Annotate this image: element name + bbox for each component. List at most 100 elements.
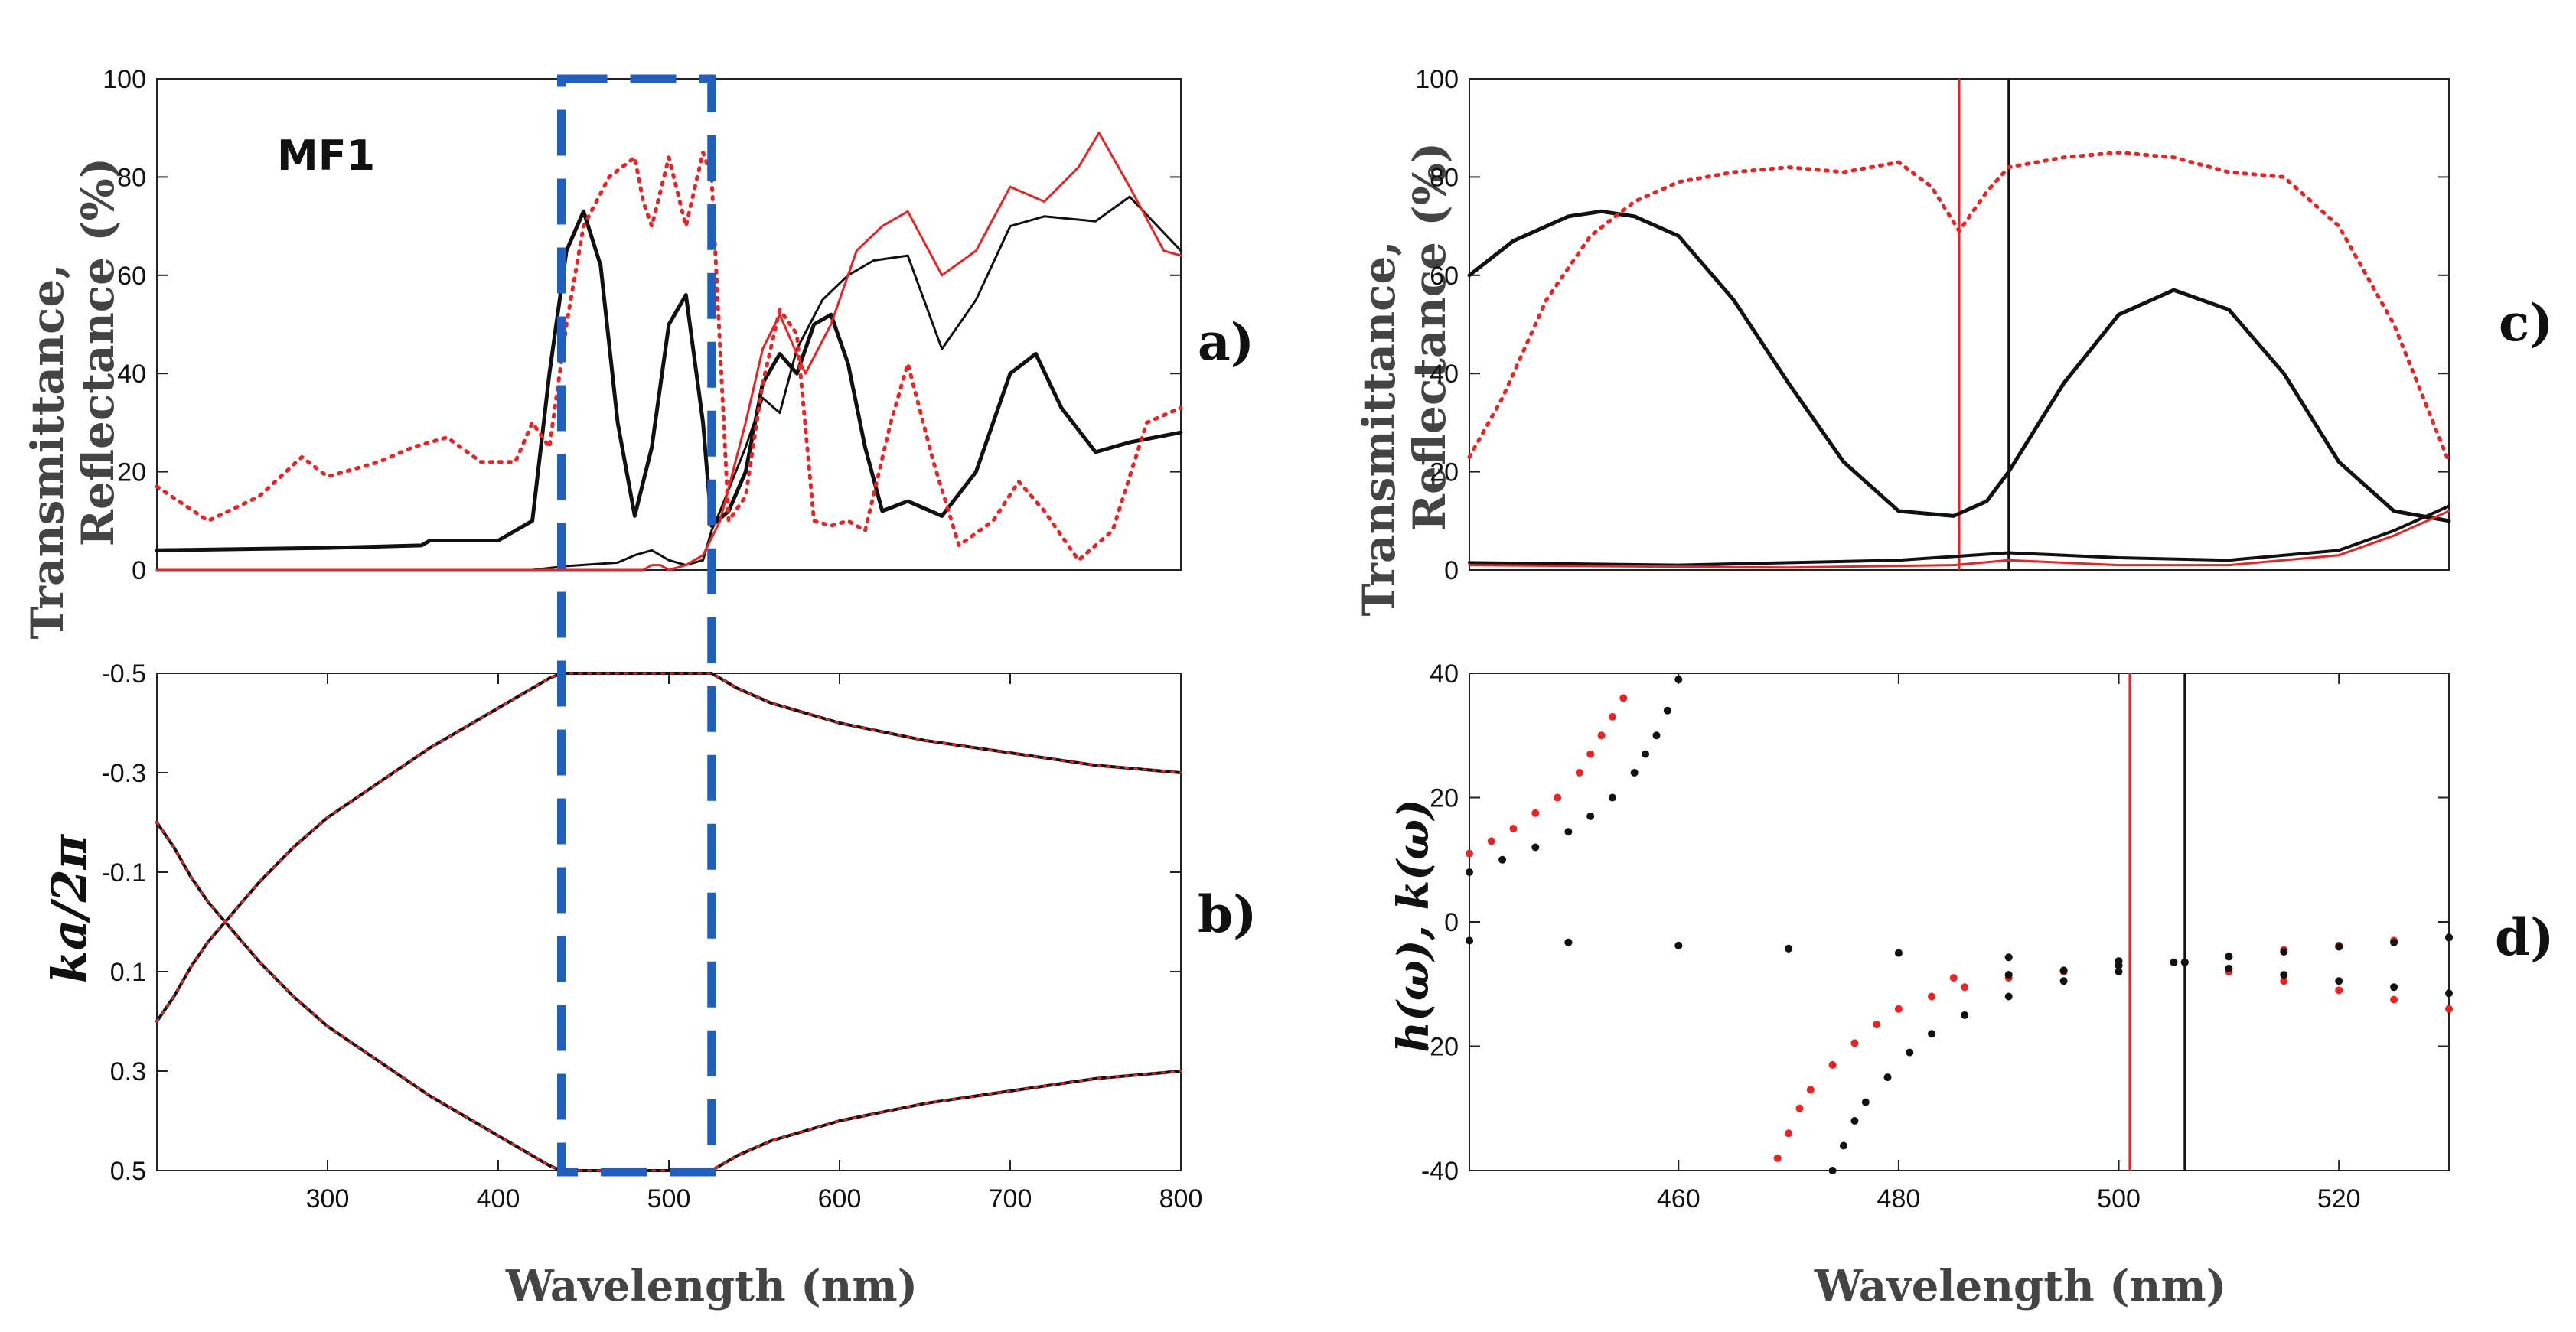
series-line-a-1 bbox=[155, 195, 1182, 572]
scatter-point-d-3 bbox=[1850, 1117, 1859, 1125]
ytick-label-c: 40 bbox=[1430, 360, 1459, 389]
ytick-label-d: 0 bbox=[1444, 908, 1459, 937]
scatter-point-d-0 bbox=[1466, 849, 1473, 858]
scatter-point-d-5 bbox=[2335, 977, 2343, 985]
series-line-a-3 bbox=[155, 150, 1183, 562]
scatter-point-d-7 bbox=[2445, 933, 2453, 942]
sample-label-mf1: MF1 bbox=[277, 132, 375, 180]
ytick-label-a: 0 bbox=[132, 556, 146, 585]
plot-frame-d bbox=[1469, 673, 2450, 1171]
scatter-point-d-1 bbox=[1674, 676, 1683, 684]
highlight-band-box bbox=[557, 74, 716, 1177]
scatter-point-d-2 bbox=[1928, 992, 1935, 1001]
ytick-label-a: 20 bbox=[117, 458, 146, 487]
ytick-label-a: 80 bbox=[117, 163, 146, 192]
scatter-point-d-1 bbox=[1498, 855, 1507, 864]
scatter-point-d-7 bbox=[2004, 971, 2013, 979]
scatter-point-d-0 bbox=[1487, 837, 1495, 845]
scatter-point-d-1 bbox=[1652, 731, 1661, 740]
xtick-label-b: 600 bbox=[818, 1184, 862, 1213]
series-line-c-3 bbox=[1467, 150, 2451, 464]
series-line-c-1 bbox=[1468, 504, 2450, 567]
ylabel-d: h(ω), k(ω) bbox=[1388, 799, 1439, 1052]
xtick-label-b: 700 bbox=[989, 1184, 1032, 1213]
scatter-point-d-3 bbox=[2115, 968, 2123, 975]
scatter-point-d-2 bbox=[1873, 1021, 1881, 1029]
ylabel-c-line2: Reflectance (%) bbox=[1404, 142, 1456, 531]
scatter-point-d-0 bbox=[1575, 769, 1583, 777]
scatter-point-d-7 bbox=[2335, 943, 2343, 951]
scatter-point-d-4 bbox=[2335, 986, 2343, 995]
ytick-label-a: 40 bbox=[117, 360, 146, 389]
scatter-point-d-1 bbox=[1609, 793, 1616, 802]
scatter-point-d-5 bbox=[2225, 964, 2233, 972]
scatter-point-d-5 bbox=[2445, 989, 2453, 998]
scatter-point-d-3 bbox=[1840, 1141, 1847, 1150]
xlabel-right: Wavelength (nm) bbox=[1814, 1261, 2226, 1311]
scatter-point-d-5 bbox=[1466, 936, 1473, 945]
scatter-point-d-0 bbox=[1554, 793, 1562, 802]
scatter-point-d-1 bbox=[1586, 812, 1595, 820]
ytick-label-d: -20 bbox=[1421, 1033, 1459, 1062]
scatter-point-d-3 bbox=[1961, 1011, 1969, 1019]
ytick-label-c: 20 bbox=[1430, 458, 1459, 487]
scatter-point-d-0 bbox=[1609, 712, 1616, 721]
ytick-label-d: -40 bbox=[1421, 1157, 1459, 1186]
scatter-point-d-0 bbox=[1531, 809, 1540, 817]
xtick-label-d: 520 bbox=[2317, 1184, 2361, 1213]
scatter-point-d-3 bbox=[2170, 958, 2178, 966]
scatter-point-d-3 bbox=[1906, 1048, 1914, 1057]
data-layer bbox=[155, 79, 2453, 1174]
scatter-point-d-0 bbox=[1586, 750, 1595, 758]
scatter-point-d-3 bbox=[2004, 992, 2013, 1001]
panel-letter-a: a) bbox=[1198, 312, 1254, 372]
plot-frame-b bbox=[156, 673, 1182, 1171]
xtick-label-b: 500 bbox=[647, 1184, 691, 1213]
scatter-point-d-1 bbox=[1466, 868, 1473, 876]
panel-letter-b: b) bbox=[1198, 884, 1257, 944]
scatter-point-d-7 bbox=[2225, 953, 2233, 961]
ylabel-b: ka/2π bbox=[41, 833, 97, 983]
scatter-point-d-1 bbox=[1642, 750, 1650, 758]
xtick-label-d: 480 bbox=[1877, 1184, 1921, 1213]
ylabel-ab-line1: Transmittance, bbox=[21, 263, 73, 639]
scatter-point-d-2 bbox=[1785, 1129, 1793, 1138]
scatter-point-d-3 bbox=[1928, 1030, 1935, 1038]
ytick-label-b: 0.3 bbox=[110, 1057, 146, 1086]
panel-letter-c: c) bbox=[2499, 293, 2553, 353]
xtick-label-d: 460 bbox=[1657, 1184, 1700, 1213]
scatter-point-d-2 bbox=[1894, 1005, 1903, 1013]
ytick-label-c: 60 bbox=[1430, 262, 1459, 291]
scatter-point-d-6 bbox=[1949, 974, 1958, 982]
ytick-label-c: 100 bbox=[1415, 65, 1459, 94]
scatter-point-d-1 bbox=[1663, 706, 1671, 715]
series-line-c-0 bbox=[1467, 209, 2451, 523]
scatter-point-d-7 bbox=[2059, 966, 2068, 975]
ytick-label-b: 0.1 bbox=[110, 958, 146, 987]
ytick-label-a: 100 bbox=[103, 65, 146, 94]
scatter-point-d-3 bbox=[2059, 977, 2068, 985]
scatter-point-d-2 bbox=[1806, 1086, 1815, 1094]
scatter-point-d-1 bbox=[1564, 828, 1573, 836]
ylabel-ab-line2: Reflectance (%) bbox=[72, 158, 124, 546]
scatter-point-d-3 bbox=[1828, 1167, 1837, 1174]
scatter-point-d-4 bbox=[2280, 977, 2288, 985]
scatter-point-d-2 bbox=[1850, 1039, 1859, 1047]
scatter-point-d-2 bbox=[1828, 1060, 1837, 1069]
ytick-label-b: 0.5 bbox=[110, 1157, 146, 1186]
scatter-point-d-7 bbox=[2180, 958, 2189, 966]
scatter-point-d-2 bbox=[1773, 1154, 1782, 1162]
scatter-point-d-5 bbox=[2280, 971, 2288, 979]
xtick-label-b: 300 bbox=[306, 1184, 350, 1213]
series-line-b-3 bbox=[155, 920, 1182, 1172]
xtick-label-b: 800 bbox=[1159, 1184, 1203, 1213]
scatter-point-d-0 bbox=[1509, 825, 1518, 833]
scatter-point-d-1 bbox=[1630, 769, 1639, 777]
scatter-point-d-5 bbox=[1564, 938, 1573, 946]
scatter-point-d-3 bbox=[1861, 1098, 1870, 1106]
panel-letter-d: d) bbox=[2495, 907, 2554, 967]
ytick-label-b: -0.5 bbox=[101, 659, 146, 689]
scatter-point-d-5 bbox=[1894, 949, 1903, 957]
ylabel-c-line1: Transmittance, bbox=[1353, 240, 1405, 616]
scatter-point-d-5 bbox=[2390, 983, 2398, 992]
